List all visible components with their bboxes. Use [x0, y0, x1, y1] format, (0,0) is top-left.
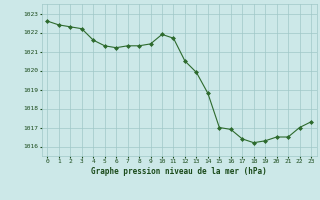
X-axis label: Graphe pression niveau de la mer (hPa): Graphe pression niveau de la mer (hPa) [91, 167, 267, 176]
